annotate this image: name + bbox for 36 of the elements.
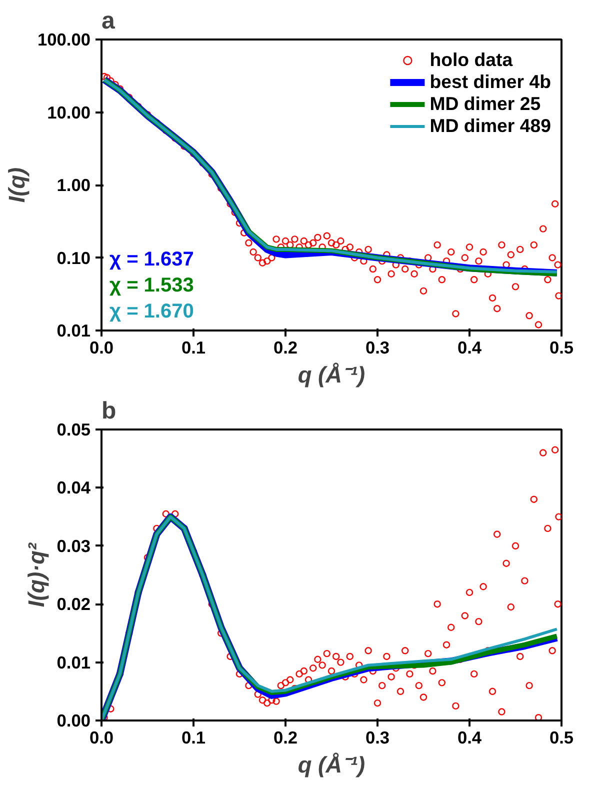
x-tick-label: 0.2 [273, 338, 298, 358]
x-axis-title: q (Å⁻¹) [298, 362, 366, 388]
y-tick-label: 0.10 [56, 248, 91, 268]
x-tick-label: 0.5 [549, 338, 574, 358]
x-tick-label: 0.5 [549, 728, 574, 748]
x-tick-label: 0.0 [89, 338, 114, 358]
legend-label: MD dimer 489 [430, 115, 551, 137]
x-tick-label: 0.0 [89, 728, 114, 748]
y-tick-label: 0.00 [56, 710, 91, 730]
y-tick-label: 0.03 [56, 536, 91, 556]
chart-title: b [102, 398, 116, 424]
x-tick-label: 0.1 [181, 338, 206, 358]
annotation: χ = 1.670 [110, 300, 194, 322]
chart-title: a [102, 8, 116, 34]
x-tick-label: 0.3 [365, 728, 390, 748]
y-tick-label: 0.01 [56, 320, 91, 340]
annotation: χ = 1.533 [110, 274, 194, 296]
y-axis-title: I(q) [4, 167, 30, 203]
legend-label: holo data [430, 49, 513, 71]
y-axis-title: I(q)·q² [22, 541, 49, 608]
x-tick-label: 0.1 [181, 728, 206, 748]
x-tick-label: 0.4 [457, 728, 482, 748]
x-tick-label: 0.2 [273, 728, 298, 748]
x-tick-label: 0.4 [457, 338, 482, 358]
y-tick-label: 1.00 [56, 175, 91, 195]
y-tick-label: 0.02 [56, 594, 91, 614]
annotation: χ = 1.637 [110, 248, 194, 270]
y-tick-label: 0.01 [56, 652, 91, 672]
legend-label: MD dimer 25 [430, 93, 541, 115]
y-tick-label: 0.05 [56, 420, 91, 440]
x-tick-label: 0.3 [365, 338, 390, 358]
x-axis-title: q (Å⁻¹) [298, 752, 366, 778]
legend-label: best dimer 4b [430, 71, 551, 93]
y-tick-label: 100.00 [38, 30, 90, 50]
y-tick-label: 10.00 [47, 102, 91, 122]
y-tick-label: 0.04 [56, 478, 91, 498]
